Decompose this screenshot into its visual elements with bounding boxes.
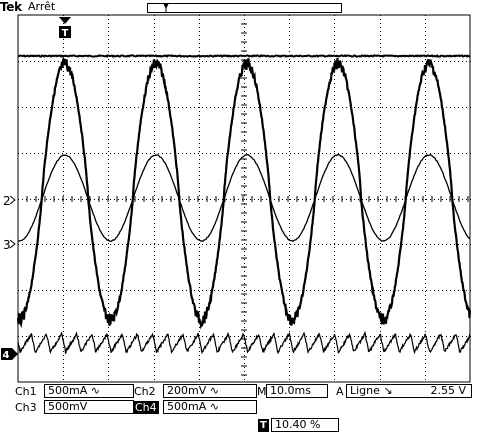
trigger-marker-label: T	[62, 28, 69, 39]
position-bar-window-marker	[163, 3, 169, 13]
readout-panel: Ch1 500mA ∿ Ch2 200mV ∿ M 10.0ms A Ligne…	[0, 383, 480, 434]
acquisition-status: Arrêt	[28, 0, 56, 13]
graticule-grid	[17, 14, 471, 380]
ch3-scale-value: 500mV	[48, 400, 88, 413]
ch1-scale-readout[interactable]: 500mA ∿	[44, 384, 134, 398]
ch4-marker-label: 4	[3, 350, 10, 361]
ch2-label[interactable]: Ch2	[134, 385, 156, 398]
ch1-scale-value: 500mA	[48, 384, 88, 397]
ac-coupling-icon: ∿	[90, 384, 100, 397]
trigger-level: 2.55 V	[430, 384, 466, 397]
trigger-position-marker[interactable]: T	[59, 17, 71, 39]
status-bar: Tek Arrêt	[0, 0, 480, 16]
ch4-ground-marker[interactable]: 4	[1, 348, 18, 361]
ch4-scale-value: 500mA	[167, 400, 207, 413]
waveform-display: T 2 3 4	[1, 3, 472, 383]
ch3-marker-label: 3	[3, 238, 11, 252]
ch1-label[interactable]: Ch1	[15, 385, 37, 398]
ch4-label[interactable]: Ch4	[133, 401, 159, 414]
trigger-source: Ligne	[350, 384, 380, 397]
trigger-prefix: A	[336, 385, 344, 398]
ch2-voltage-trace	[17, 153, 471, 243]
ch1-current-trace	[16, 56, 472, 330]
ch3-label[interactable]: Ch3	[15, 401, 37, 414]
ch2-marker-label: 2	[3, 194, 11, 208]
ch4-current-trace	[17, 330, 471, 355]
ch3-ground-marker[interactable]: 3	[3, 238, 16, 252]
trigger-position-readout[interactable]: 10.40 %	[271, 418, 339, 432]
timebase-value: 10.0ms	[270, 384, 311, 397]
ch2-ground-marker[interactable]: 2	[3, 194, 16, 208]
ch2-scale-value: 200mV	[167, 384, 207, 397]
ch-flat-trace	[17, 54, 471, 58]
ch2-scale-readout[interactable]: 200mV ∿	[163, 384, 257, 398]
timebase-prefix: M	[257, 385, 267, 398]
graticule-frame	[17, 14, 471, 383]
ac-coupling-icon: ∿	[209, 400, 219, 413]
timebase-readout[interactable]: 10.0ms	[266, 384, 328, 398]
ch4-scale-readout[interactable]: 500mA ∿	[163, 400, 257, 414]
falling-edge-icon: ↘	[383, 384, 393, 397]
trigger-position-icon: T	[258, 419, 269, 432]
trigger-readout[interactable]: Ligne ↘ 2.55 V	[346, 384, 472, 398]
record-position-bar[interactable]	[147, 3, 342, 13]
ch3-scale-readout[interactable]: 500mV	[44, 400, 134, 414]
brand-logo: Tek	[0, 0, 22, 14]
trigger-position-value: 10.40 %	[275, 418, 321, 431]
ac-coupling-icon: ∿	[209, 384, 219, 397]
